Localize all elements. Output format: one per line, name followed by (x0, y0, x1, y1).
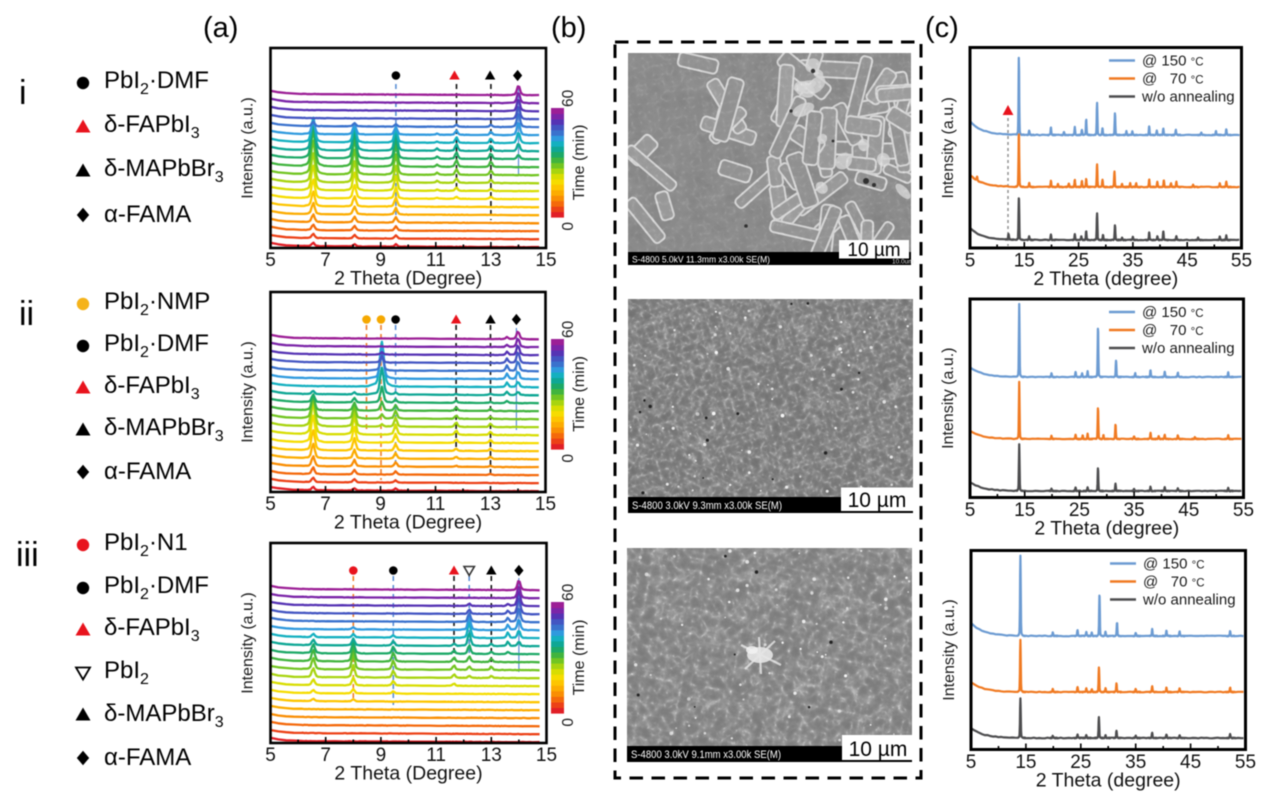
svg-text:35: 35 (1124, 500, 1145, 521)
svg-text:Intensity (a.u.): Intensity (a.u.) (240, 592, 257, 693)
svg-text:5: 5 (265, 745, 276, 766)
svg-text:2 Theta (degree): 2 Theta (degree) (1033, 268, 1178, 290)
svg-text:Intensity (a.u.): Intensity (a.u.) (940, 348, 957, 449)
svg-text:@ 150 °C: @ 150 °C (1142, 304, 1204, 321)
svg-text:7: 7 (320, 745, 331, 766)
svg-text:35: 35 (1125, 752, 1146, 773)
svg-text:2 Theta (Degree): 2 Theta (Degree) (334, 763, 482, 785)
svg-text:10 µm: 10 µm (848, 489, 907, 512)
svg-text:60: 60 (560, 583, 577, 601)
svg-text:Intensity (a.u.): Intensity (a.u.) (240, 97, 257, 198)
svg-text:0: 0 (560, 454, 577, 463)
svg-text:15: 15 (1014, 251, 1035, 272)
svg-text:w/o annealing: w/o annealing (1141, 89, 1235, 106)
svg-text:@ 70 °C: @ 70 °C (1142, 71, 1204, 88)
svg-text:13: 13 (481, 745, 502, 766)
svg-text:15: 15 (535, 494, 556, 515)
svg-text:Time (min): Time (min) (571, 620, 588, 696)
svg-text:45: 45 (1177, 251, 1198, 272)
svg-text:10 µm: 10 µm (847, 240, 900, 261)
svg-text:w/o annealing: w/o annealing (1141, 340, 1235, 357)
svg-text:60: 60 (560, 320, 577, 338)
svg-text:13: 13 (480, 494, 501, 515)
svg-text:55: 55 (1235, 752, 1256, 773)
svg-text:25: 25 (1070, 752, 1091, 773)
svg-text:10.0um: 10.0um (892, 259, 914, 266)
svg-text:5: 5 (966, 752, 977, 773)
svg-text:25: 25 (1068, 251, 1089, 272)
svg-text:55: 55 (1231, 251, 1252, 272)
svg-text:10 µm: 10 µm (849, 738, 908, 761)
svg-text:35: 35 (1122, 251, 1143, 272)
svg-text:2 Theta (Degree): 2 Theta (Degree) (334, 268, 482, 290)
svg-text:55: 55 (1233, 500, 1254, 521)
svg-text:S-4800 3.0kV 9.3mm x3.00k SE(M: S-4800 3.0kV 9.3mm x3.00k SE(M) (632, 500, 782, 512)
svg-text:11: 11 (426, 250, 446, 271)
svg-text:7: 7 (320, 250, 331, 271)
svg-text:Intensity (a.u.): Intensity (a.u.) (941, 599, 958, 700)
svg-text:7: 7 (320, 494, 331, 515)
svg-text:5: 5 (965, 251, 976, 272)
svg-text:0: 0 (560, 718, 577, 727)
svg-text:Time (min): Time (min) (571, 356, 588, 432)
svg-text:S-4800 3.0kV 9.1mm x3.00k SE(M: S-4800 3.0kV 9.1mm x3.00k SE(M) (631, 749, 781, 761)
svg-text:2 Theta (degree): 2 Theta (degree) (1034, 518, 1179, 540)
svg-text:w/o annealing: w/o annealing (1142, 592, 1236, 609)
svg-text:15: 15 (1015, 752, 1036, 773)
svg-text:5: 5 (265, 494, 276, 515)
svg-text:15: 15 (536, 745, 557, 766)
svg-text:5: 5 (965, 500, 976, 521)
svg-text:@ 150 °C: @ 150 °C (1142, 53, 1204, 70)
svg-text:45: 45 (1178, 500, 1199, 521)
svg-text:5: 5 (265, 250, 276, 271)
svg-text:@ 70 °C: @ 70 °C (1142, 322, 1204, 339)
svg-text:9: 9 (375, 494, 386, 515)
svg-text:Time (min): Time (min) (571, 125, 588, 201)
svg-text:11: 11 (426, 494, 446, 515)
svg-text:Intensity (a.u.): Intensity (a.u.) (240, 341, 257, 442)
svg-text:45: 45 (1180, 752, 1201, 773)
svg-text:60: 60 (560, 89, 577, 107)
svg-text:13: 13 (480, 250, 501, 271)
svg-text:15: 15 (1014, 500, 1035, 521)
svg-text:2 Theta (Degree): 2 Theta (Degree) (334, 512, 482, 534)
svg-text:11: 11 (426, 745, 446, 766)
svg-text:@ 150 °C: @ 150 °C (1143, 556, 1205, 573)
svg-text:@ 70 °C: @ 70 °C (1143, 574, 1205, 591)
svg-text:9: 9 (376, 745, 387, 766)
svg-text:25: 25 (1069, 500, 1090, 521)
svg-text:9: 9 (375, 250, 386, 271)
svg-text:2 Theta (degree): 2 Theta (degree) (1036, 770, 1181, 792)
svg-text:Intensity (a.u.): Intensity (a.u.) (940, 97, 957, 198)
svg-text:15: 15 (535, 250, 556, 271)
svg-text:0: 0 (560, 222, 577, 231)
svg-text:S-4800 5.0kV 11.3mm x3.00k SE(: S-4800 5.0kV 11.3mm x3.00k SE(M) (632, 255, 770, 266)
